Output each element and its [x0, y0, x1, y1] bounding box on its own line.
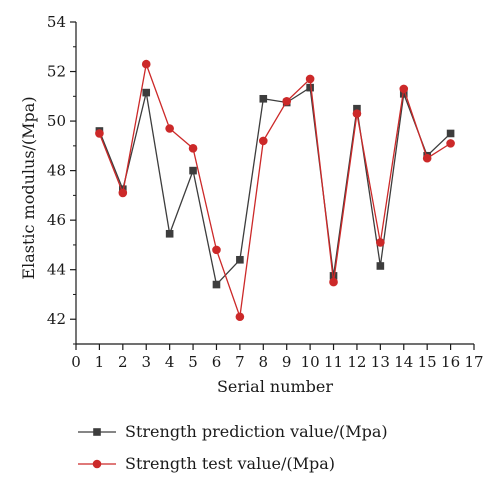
y-tick-label: 42 [47, 310, 66, 328]
data-point [399, 90, 408, 98]
x-tick-label: 15 [418, 353, 437, 371]
x-tick-label: 14 [394, 353, 413, 371]
x-tick-label: 3 [141, 353, 151, 371]
legend-label: Strength prediction value/(Mpa) [125, 422, 388, 441]
data-point [141, 59, 151, 69]
y-tick-label: 54 [47, 13, 66, 31]
data-point [376, 262, 385, 270]
x-tick-label: 12 [347, 353, 366, 371]
data-point [235, 312, 245, 322]
series-line [98, 86, 452, 286]
data-point [282, 96, 292, 106]
y-ticks: 42 44 46 48 50 52 54 [47, 13, 76, 345]
x-tick-label: 11 [324, 353, 343, 371]
x-tick-label: 7 [235, 353, 245, 371]
data-point [236, 255, 244, 264]
y-tick-label: 48 [47, 162, 66, 180]
series-1 [95, 83, 455, 289]
series-2 [95, 59, 455, 322]
data-point [446, 139, 455, 148]
x-tick-label: 1 [95, 353, 105, 371]
y-tick-label: 52 [47, 63, 66, 81]
data-point [305, 74, 315, 84]
data-point [189, 166, 197, 175]
y-tick-label: 44 [47, 261, 66, 279]
legend-marker [92, 459, 102, 469]
x-ticks: 0 1 2 3 4 5 6 7 8 9 10 11 12 13 14 15 16 17 [71, 344, 484, 371]
x-tick-label: 6 [212, 353, 222, 371]
legend-marker [93, 428, 101, 436]
data-point [259, 94, 268, 103]
data-point [188, 144, 198, 153]
data-point [95, 129, 104, 138]
series-line [98, 61, 451, 317]
data-point [329, 277, 338, 287]
x-tick-label: 2 [118, 353, 128, 371]
x-tick-label: 10 [301, 353, 320, 371]
x-tick-label: 16 [441, 353, 460, 371]
legend-item: Strength prediction value/(Mpa) [78, 422, 388, 441]
x-axis-title: Serial number [217, 377, 333, 396]
legend-item: Strength test value/(Mpa) [78, 454, 335, 473]
y-tick-label: 50 [47, 112, 66, 130]
data-point [376, 238, 385, 247]
data-point [353, 104, 361, 113]
data-point [165, 229, 174, 238]
data-point [446, 129, 455, 138]
data-point [306, 83, 314, 92]
data-point [422, 153, 432, 163]
series-layer [95, 59, 455, 322]
data-point [212, 280, 221, 289]
legend: Strength prediction value/(Mpa) Strength … [78, 422, 388, 473]
data-point [352, 109, 362, 118]
data-point [142, 88, 151, 97]
legend-label: Strength test value/(Mpa) [125, 454, 335, 473]
x-tick-label: 17 [464, 353, 483, 371]
x-tick-label: 4 [165, 353, 175, 371]
data-point [165, 124, 174, 133]
data-point [212, 245, 221, 255]
x-tick-label: 9 [282, 353, 292, 371]
x-tick-label: 0 [71, 353, 81, 371]
x-tick-label: 5 [188, 353, 198, 371]
y-axis-title: Elastic modulus/(Mpa) [19, 96, 38, 279]
data-point [399, 84, 409, 94]
x-tick-label: 8 [259, 353, 269, 371]
axes [75, 22, 474, 345]
y-tick-label: 46 [47, 211, 66, 229]
data-point [329, 272, 338, 280]
x-tick-label: 13 [371, 353, 390, 371]
data-point [118, 188, 128, 198]
data-point [258, 136, 268, 146]
